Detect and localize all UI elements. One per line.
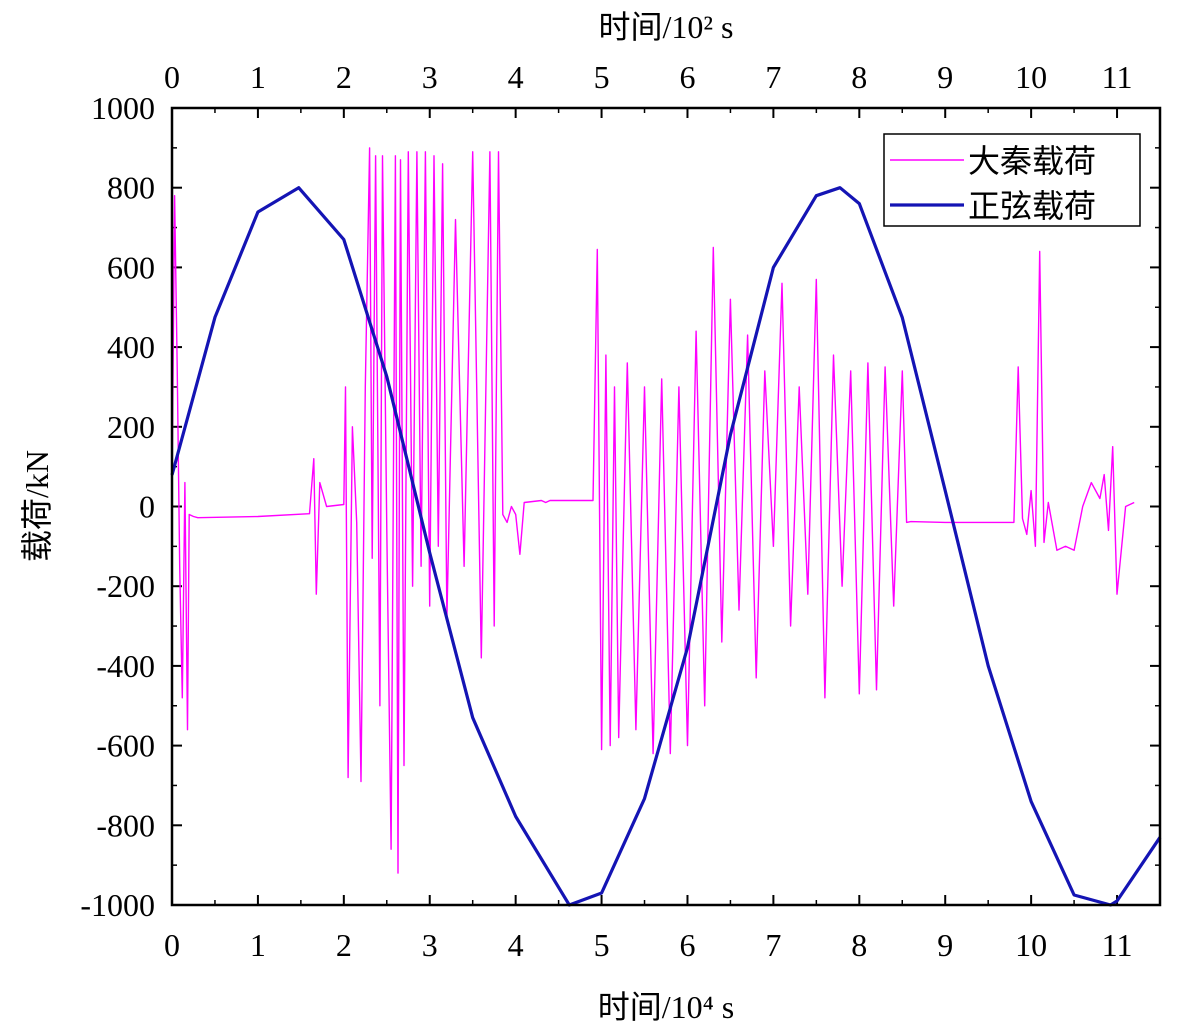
x-tick-label: 9 bbox=[937, 927, 953, 963]
top-x-tick-labels: 0 1 2 3 4 5 6 7 8 9 10 11 bbox=[164, 59, 1132, 95]
x-tick-label: 1 bbox=[250, 927, 266, 963]
x-tick-label: 8 bbox=[851, 927, 867, 963]
top-x-tick-label: 9 bbox=[937, 59, 953, 95]
top-x-tick-label: 1 bbox=[250, 59, 266, 95]
series-line-2 bbox=[170, 186, 1162, 907]
y-tick-label: 400 bbox=[107, 329, 155, 365]
plot-frame bbox=[170, 106, 1162, 907]
top-x-tick-label: 8 bbox=[851, 59, 867, 95]
y-tick-label: -800 bbox=[96, 807, 155, 843]
x-tick-label: 0 bbox=[164, 927, 180, 963]
y-tick-label: 0 bbox=[139, 489, 155, 525]
top-x-tick-label: 7 bbox=[765, 59, 781, 95]
y-tick-label: 1000 bbox=[91, 90, 155, 126]
y-tick-label: 600 bbox=[107, 249, 155, 285]
top-x-tick-label: 11 bbox=[1102, 59, 1133, 95]
bottom-x-tick-labels: 0 1 2 3 4 5 6 7 8 9 10 11 bbox=[164, 927, 1132, 963]
y-tick-label: 200 bbox=[107, 409, 155, 445]
top-x-tick-label: 0 bbox=[164, 59, 180, 95]
top-x-tick-label: 2 bbox=[336, 59, 352, 95]
x-tick-label: 11 bbox=[1102, 927, 1133, 963]
series-layer bbox=[170, 147, 1162, 907]
x-tick-label: 3 bbox=[422, 927, 438, 963]
top-axis-label: 时间/10² s bbox=[599, 9, 734, 45]
y-tick-label: 800 bbox=[107, 170, 155, 206]
y-tick-label: -600 bbox=[96, 728, 155, 764]
y-axis-label: 载荷/kN bbox=[19, 450, 55, 562]
series-line-1 bbox=[171, 147, 1135, 874]
legend-label: 正弦载荷 bbox=[968, 188, 1096, 224]
x-tick-label: 7 bbox=[765, 927, 781, 963]
y-tick-labels: -1000 -800 -600 -400 -200 0 200 400 600 800 1000 bbox=[80, 90, 155, 923]
top-x-tick-label: 10 bbox=[1015, 59, 1047, 95]
top-x-tick-label: 6 bbox=[679, 59, 695, 95]
y-tick-label: -1000 bbox=[80, 887, 155, 923]
x-tick-label: 2 bbox=[336, 927, 352, 963]
axis-tick-marks bbox=[171, 107, 1160, 906]
x-tick-label: 5 bbox=[594, 927, 610, 963]
legend-box bbox=[883, 133, 1141, 227]
top-axis-label-group: 时间/10² s bbox=[599, 9, 734, 45]
y-tick-label: -200 bbox=[96, 568, 155, 604]
top-x-tick-label: 5 bbox=[594, 59, 610, 95]
top-x-tick-label: 3 bbox=[422, 59, 438, 95]
legend-label: 大秦载荷 bbox=[968, 143, 1096, 179]
x-axis-label: 时间/10⁴ s bbox=[598, 989, 735, 1025]
y-tick-label: -400 bbox=[96, 648, 155, 684]
x-tick-label: 10 bbox=[1015, 927, 1047, 963]
x-tick-label: 4 bbox=[508, 927, 524, 963]
top-x-tick-label: 4 bbox=[508, 59, 524, 95]
x-tick-label: 6 bbox=[679, 927, 695, 963]
